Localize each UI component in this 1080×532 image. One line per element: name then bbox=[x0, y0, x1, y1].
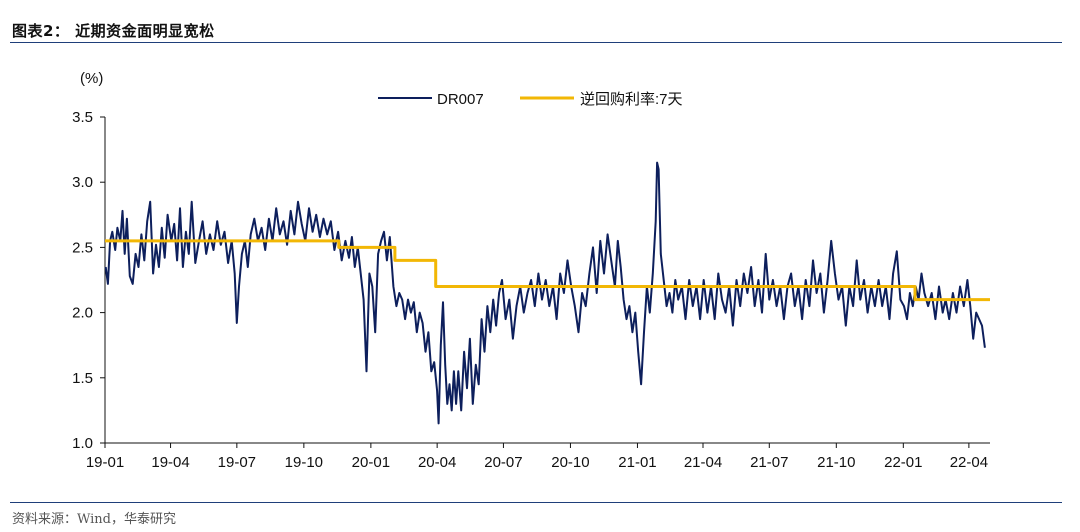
x-tick-label: 19-04 bbox=[151, 454, 189, 471]
chart-axes: (%) 1.0 1.5 2.0 2.5 3.0 3.5 19-01 19-04 19-07 19-1… bbox=[72, 70, 990, 471]
x-tick-label: 19-10 bbox=[285, 454, 323, 471]
chart-series bbox=[104, 161, 990, 425]
series-line-dr007 bbox=[104, 161, 986, 425]
x-tick-label: 19-07 bbox=[218, 454, 256, 471]
legend-label-reverse-repo: 逆回购利率:7天 bbox=[580, 91, 683, 108]
y-axis-label: (%) bbox=[80, 70, 103, 87]
top-divider bbox=[10, 42, 1062, 43]
x-tick-label: 20-07 bbox=[484, 454, 522, 471]
x-tick-label: 21-10 bbox=[817, 454, 855, 471]
x-tick-label: 20-01 bbox=[352, 454, 390, 471]
bottom-divider bbox=[10, 502, 1062, 503]
chart-legend: DR007 逆回购利率:7天 bbox=[378, 91, 683, 108]
y-tick-label: 2.5 bbox=[72, 239, 93, 256]
x-tick-label: 21-01 bbox=[618, 454, 656, 471]
x-tick-label: 21-07 bbox=[750, 454, 788, 471]
y-tick-label: 1.0 bbox=[72, 435, 93, 452]
y-tick-label: 3.5 bbox=[72, 109, 93, 126]
x-tick-label: 20-10 bbox=[551, 454, 589, 471]
y-tick-label: 1.5 bbox=[72, 370, 93, 387]
x-tick-label: 20-04 bbox=[418, 454, 456, 471]
x-tick-label: 19-01 bbox=[86, 454, 124, 471]
x-tick-label: 22-04 bbox=[950, 454, 988, 471]
x-tick-label: 22-01 bbox=[884, 454, 922, 471]
y-tick-label: 2.0 bbox=[72, 305, 93, 322]
series-line-reverse-repo bbox=[105, 239, 990, 302]
legend-label-dr007: DR007 bbox=[437, 91, 484, 108]
y-tick-label: 3.0 bbox=[72, 174, 93, 191]
x-tick-label: 21-04 bbox=[684, 454, 722, 471]
chart-title: 图表2： 近期资金面明显宽松 bbox=[12, 22, 215, 40]
source-note: 资料来源：Wind，华泰研究 bbox=[12, 512, 176, 527]
